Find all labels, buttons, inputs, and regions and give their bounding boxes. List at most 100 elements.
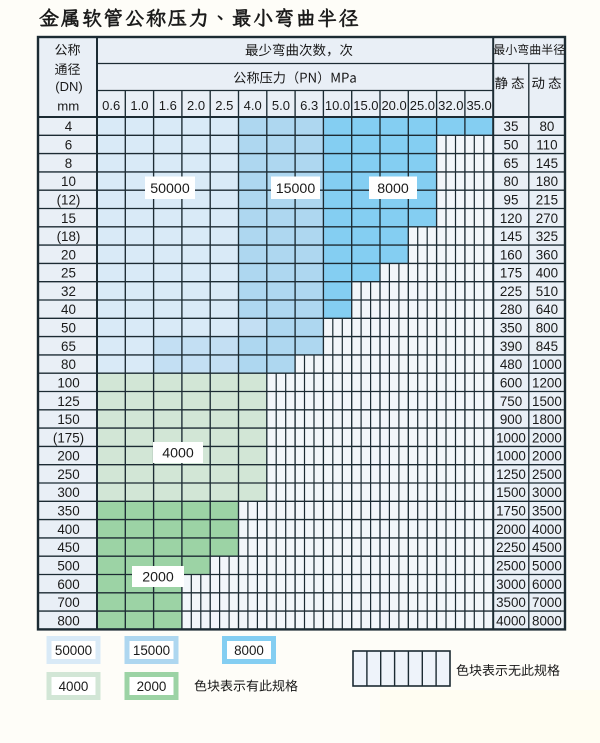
svg-text:80: 80 (539, 119, 554, 134)
svg-text:1500: 1500 (496, 485, 526, 500)
svg-text:1500: 1500 (532, 394, 562, 409)
svg-text:4.0: 4.0 (244, 98, 262, 113)
svg-text:280: 280 (500, 302, 522, 317)
svg-text:35: 35 (504, 119, 519, 134)
svg-text:750: 750 (500, 394, 522, 409)
svg-text:15: 15 (61, 211, 76, 226)
svg-text:10.0: 10.0 (325, 98, 350, 113)
svg-text:50: 50 (61, 321, 76, 336)
svg-text:5.0: 5.0 (272, 98, 290, 113)
svg-text:20.0: 20.0 (381, 98, 406, 113)
svg-text:360: 360 (536, 247, 558, 262)
svg-text:32: 32 (61, 284, 76, 299)
svg-text:35.0: 35.0 (466, 98, 491, 113)
svg-text:800: 800 (57, 613, 79, 628)
svg-text:25.0: 25.0 (410, 98, 435, 113)
svg-text:125: 125 (57, 394, 79, 409)
svg-text:6: 6 (65, 138, 72, 153)
svg-text:4000: 4000 (532, 522, 562, 537)
svg-text:50000: 50000 (55, 643, 92, 658)
svg-text:175: 175 (500, 266, 522, 281)
svg-text:15000: 15000 (133, 643, 170, 658)
svg-text:2.0: 2.0 (187, 98, 205, 113)
svg-text:2000: 2000 (532, 430, 562, 445)
svg-text:270: 270 (536, 211, 558, 226)
svg-text:1200: 1200 (532, 375, 562, 390)
svg-text:4000: 4000 (496, 613, 526, 628)
svg-text:600: 600 (500, 375, 522, 390)
svg-text:2000: 2000 (142, 570, 174, 586)
svg-text:160: 160 (500, 247, 522, 262)
svg-text:100: 100 (57, 375, 79, 390)
svg-text:65: 65 (504, 156, 519, 171)
svg-text:65: 65 (61, 339, 76, 354)
svg-text:250: 250 (57, 467, 79, 482)
svg-text:1250: 1250 (496, 467, 526, 482)
svg-text:2500: 2500 (532, 467, 562, 482)
svg-text:3000: 3000 (496, 577, 526, 592)
svg-text:4000: 4000 (59, 679, 89, 694)
svg-text:845: 845 (536, 339, 558, 354)
svg-text:500: 500 (57, 559, 79, 574)
svg-text:50000: 50000 (150, 181, 190, 197)
svg-text:800: 800 (536, 321, 558, 336)
svg-text:300: 300 (57, 485, 79, 500)
svg-text:25: 25 (61, 266, 76, 281)
svg-text:145: 145 (536, 156, 558, 171)
svg-text:mm: mm (57, 98, 79, 113)
svg-text:5000: 5000 (532, 559, 562, 574)
svg-text:2000: 2000 (496, 522, 526, 537)
svg-text:900: 900 (500, 412, 522, 427)
svg-text:2250: 2250 (496, 540, 526, 555)
svg-text:700: 700 (57, 595, 79, 610)
svg-text:2000: 2000 (532, 449, 562, 464)
svg-text:1000: 1000 (496, 430, 526, 445)
svg-text:510: 510 (536, 284, 558, 299)
svg-text:50: 50 (504, 138, 519, 153)
svg-text:225: 225 (500, 284, 522, 299)
svg-text:40: 40 (61, 302, 76, 317)
svg-text:150: 150 (57, 412, 79, 427)
svg-text:3000: 3000 (532, 485, 562, 500)
svg-text:7000: 7000 (532, 595, 562, 610)
svg-text:15000: 15000 (276, 181, 316, 197)
svg-text:1750: 1750 (496, 504, 526, 519)
svg-text:15.0: 15.0 (353, 98, 378, 113)
svg-text:180: 180 (536, 174, 558, 189)
svg-text:1000: 1000 (496, 449, 526, 464)
svg-text:6000: 6000 (532, 577, 562, 592)
svg-text:4500: 4500 (532, 540, 562, 555)
svg-text:20: 20 (61, 247, 76, 262)
svg-text:2000: 2000 (137, 679, 167, 694)
svg-text:95: 95 (504, 192, 519, 207)
svg-text:80: 80 (504, 174, 519, 189)
svg-text:145: 145 (500, 229, 522, 244)
svg-text:325: 325 (536, 229, 558, 244)
svg-text:1.6: 1.6 (159, 98, 177, 113)
svg-text:2.5: 2.5 (215, 98, 233, 113)
svg-text:1000: 1000 (532, 357, 562, 372)
svg-text:(12): (12) (57, 192, 81, 207)
svg-text:350: 350 (500, 321, 522, 336)
svg-text:390: 390 (500, 339, 522, 354)
svg-text:(18): (18) (57, 229, 81, 244)
svg-text:10: 10 (61, 174, 76, 189)
svg-text:3500: 3500 (496, 595, 526, 610)
svg-text:8000: 8000 (377, 181, 409, 197)
svg-text:0.6: 0.6 (102, 98, 120, 113)
svg-text:450: 450 (57, 540, 79, 555)
svg-text:350: 350 (57, 504, 79, 519)
svg-text:110: 110 (536, 138, 557, 153)
svg-text:3500: 3500 (532, 504, 562, 519)
svg-text:4000: 4000 (162, 446, 194, 462)
svg-text:640: 640 (536, 302, 558, 317)
svg-text:1.0: 1.0 (130, 98, 148, 113)
svg-text:120: 120 (500, 211, 522, 226)
svg-text:400: 400 (57, 522, 79, 537)
svg-text:480: 480 (500, 357, 522, 372)
svg-text:215: 215 (536, 192, 558, 207)
svg-text:(DN): (DN) (55, 79, 82, 94)
svg-text:8: 8 (65, 156, 72, 171)
svg-text:1800: 1800 (532, 412, 562, 427)
svg-text:600: 600 (57, 577, 79, 592)
